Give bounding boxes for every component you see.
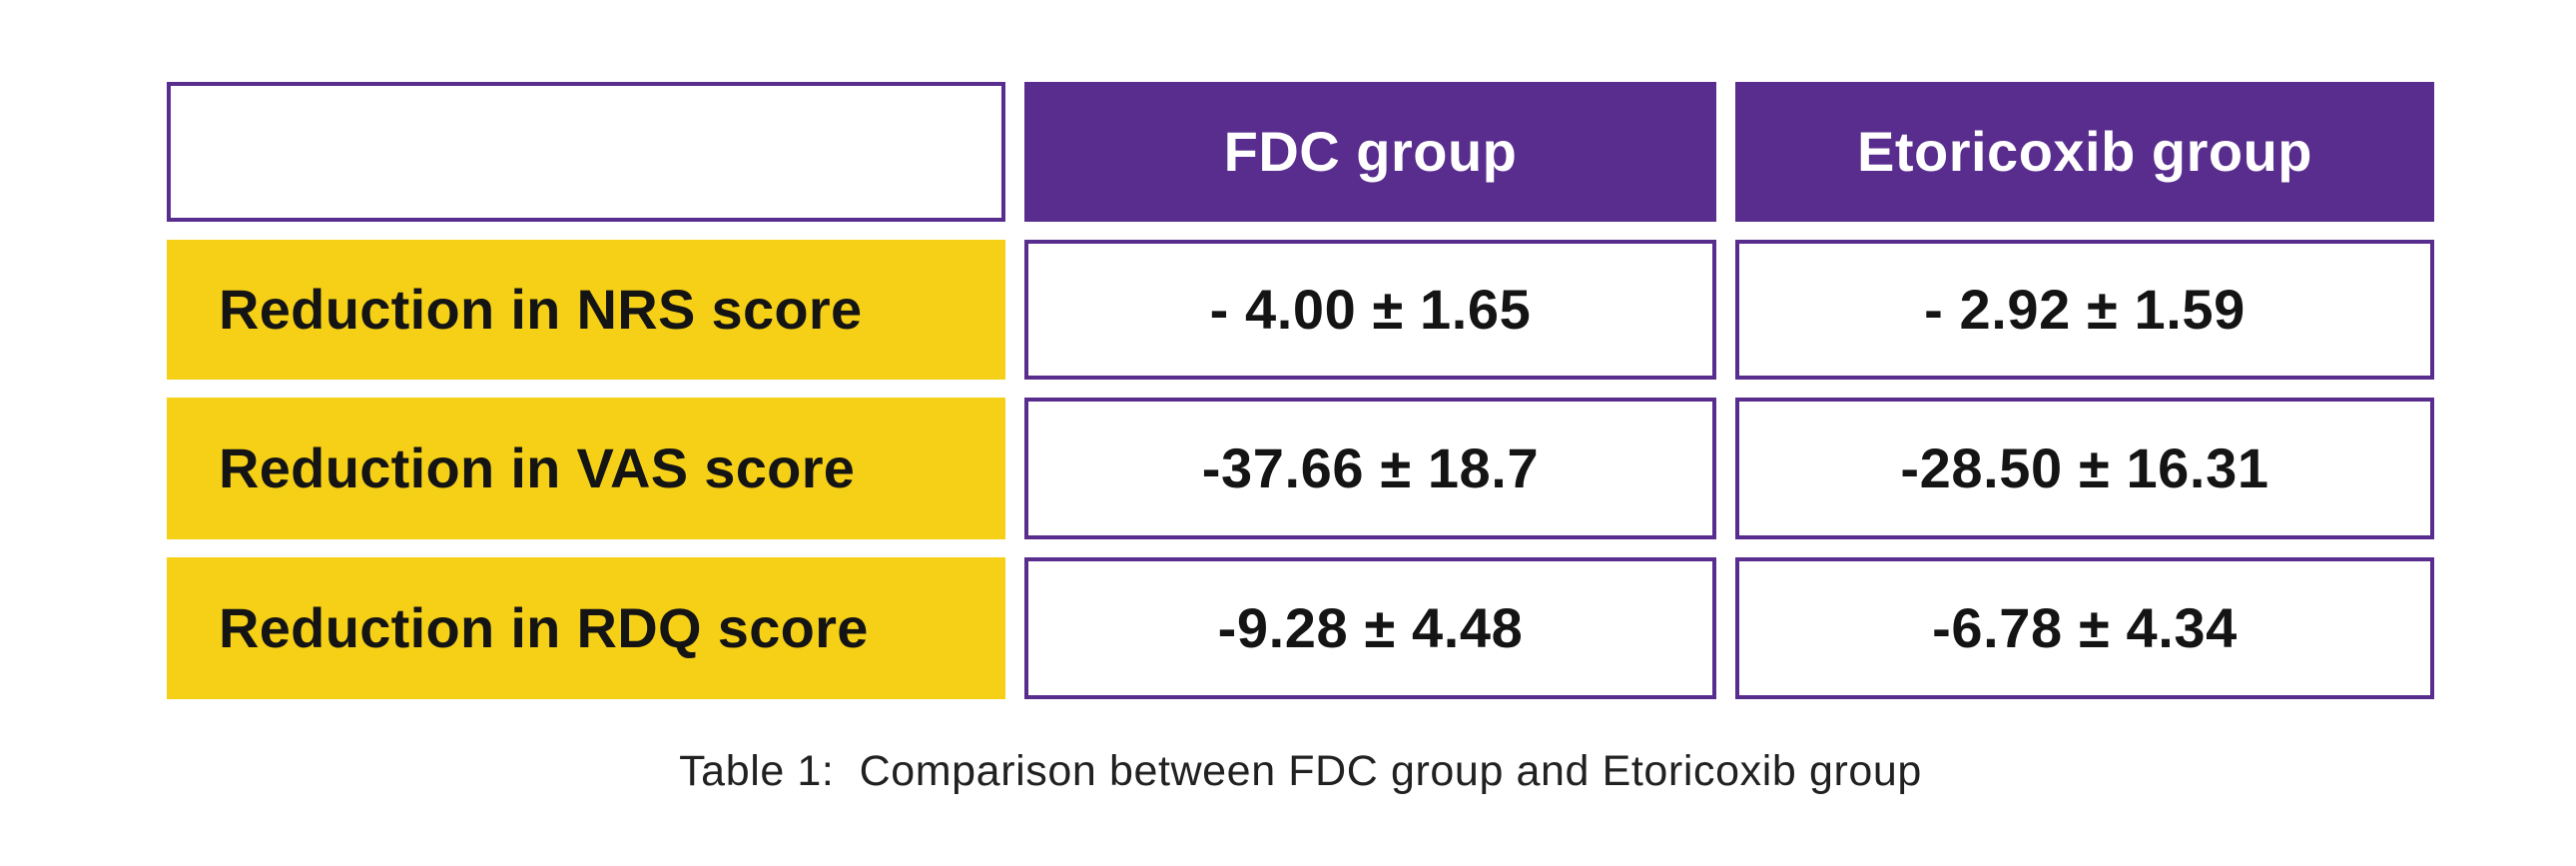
- column-header-fdc-group: FDC group: [1024, 82, 1716, 222]
- row-label-vas-score: Reduction in VAS score: [167, 398, 1005, 539]
- comparison-table: FDC group Etoricoxib group Reduction in …: [167, 82, 2434, 699]
- value-etoricoxib-vas: -28.50 ± 16.31: [1735, 398, 2434, 539]
- value-etoricoxib-nrs: - 2.92 ± 1.59: [1735, 240, 2434, 380]
- row-label-rdq-score: Reduction in RDQ score: [167, 557, 1005, 699]
- column-header-etoricoxib-group: Etoricoxib group: [1735, 82, 2434, 222]
- value-etoricoxib-rdq: -6.78 ± 4.34: [1735, 557, 2434, 699]
- value-fdc-vas: -37.66 ± 18.7: [1024, 398, 1716, 539]
- value-fdc-nrs: - 4.00 ± 1.65: [1024, 240, 1716, 380]
- value-fdc-rdq: -9.28 ± 4.48: [1024, 557, 1716, 699]
- corner-blank-cell: [167, 82, 1005, 222]
- row-label-nrs-score: Reduction in NRS score: [167, 240, 1005, 380]
- table-caption: Table 1: Comparison between FDC group an…: [679, 747, 1922, 795]
